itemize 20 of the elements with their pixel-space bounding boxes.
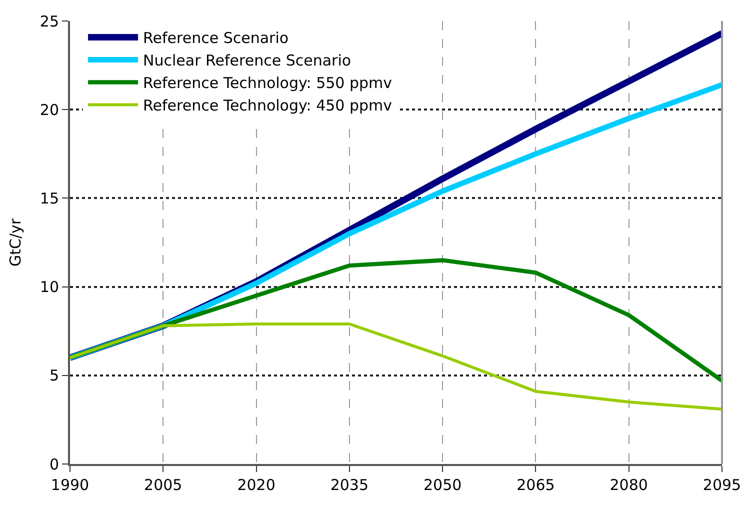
x-tick-label: 2065 [516, 476, 555, 494]
line-series [70, 322, 722, 411]
legend-label: Reference Scenario [143, 29, 289, 48]
y-tick-label: 20 [40, 100, 59, 119]
x-tick-label: 2095 [702, 476, 742, 494]
y-tick-label: 5 [49, 366, 59, 385]
y-tick-label: 15 [40, 189, 59, 208]
x-tick-label: 2050 [423, 476, 462, 494]
legend-label: Reference Technology: 450 ppmv [143, 96, 392, 115]
y-tick-label: 25 [40, 12, 59, 30]
y-tick-label: 0 [49, 455, 59, 474]
y-axis-title: GtC/yr [6, 218, 25, 267]
x-tick-label: 2080 [610, 476, 648, 494]
y-tick-label: 10 [40, 278, 59, 296]
x-tick-label: 1990 [50, 476, 90, 494]
legend-label: Reference Technology: 550 ppmv [143, 74, 392, 92]
x-tick-label: 2035 [330, 476, 369, 494]
x-tick-label: 2005 [144, 476, 182, 494]
x-tick-label: 2020 [237, 476, 276, 494]
legend-label: Nuclear Reference Scenario [143, 52, 352, 70]
